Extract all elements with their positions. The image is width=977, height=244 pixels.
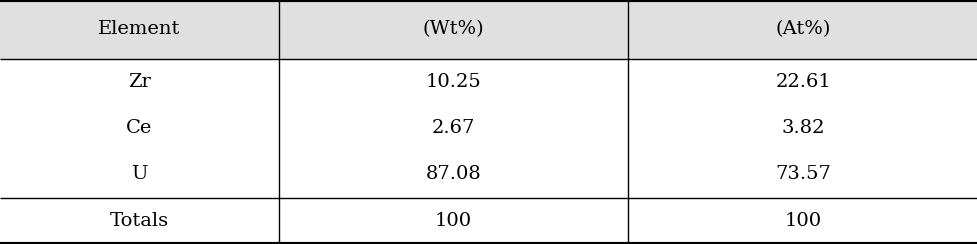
Bar xyxy=(0,0,278,59)
Text: (At%): (At%) xyxy=(775,20,830,38)
Text: U: U xyxy=(131,165,148,183)
Text: 3.82: 3.82 xyxy=(781,119,824,137)
Bar xyxy=(278,0,627,59)
Bar xyxy=(627,0,977,59)
Text: 100: 100 xyxy=(784,212,821,230)
Text: Zr: Zr xyxy=(128,73,150,91)
Text: (Wt%): (Wt%) xyxy=(422,20,484,38)
Text: 73.57: 73.57 xyxy=(775,165,830,183)
Text: Element: Element xyxy=(98,20,181,38)
Text: 22.61: 22.61 xyxy=(775,73,830,91)
Text: 87.08: 87.08 xyxy=(425,165,481,183)
Text: Ce: Ce xyxy=(126,119,152,137)
Text: 100: 100 xyxy=(435,212,472,230)
Text: 10.25: 10.25 xyxy=(425,73,481,91)
Text: 2.67: 2.67 xyxy=(432,119,475,137)
Text: Totals: Totals xyxy=(109,212,169,230)
